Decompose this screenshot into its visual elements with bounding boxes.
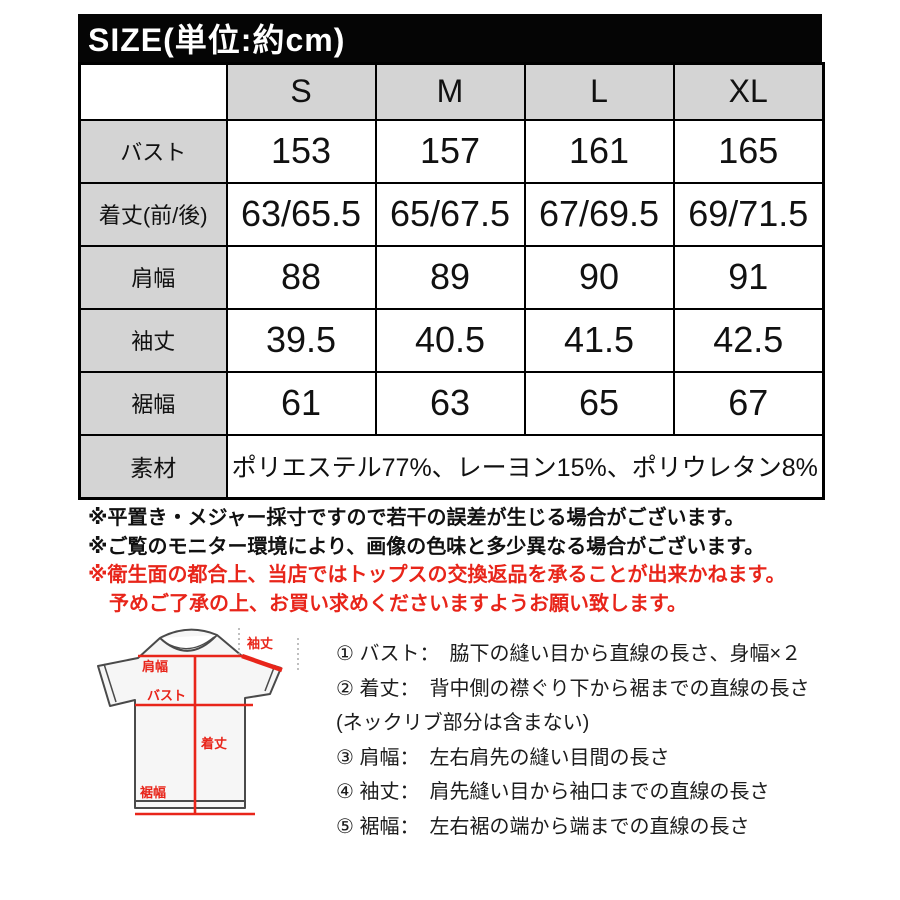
legend-item-length-note: (ネックリブ部分は含まない) <box>336 712 590 734</box>
size-table: S M L XL バスト 153 157 161 165 着丈(前/後) 63/… <box>78 62 825 500</box>
column-header-l: L <box>523 62 675 121</box>
legend-item-hem: ⑤ 裾幅： 左右裾の端から端までの直線の長さ <box>336 815 750 838</box>
body-length-label: 着丈 <box>200 736 227 751</box>
measurement-value: 65/67.5 <box>374 181 526 247</box>
measurement-value: 153 <box>225 118 377 184</box>
measurement-value: 41.5 <box>523 307 675 373</box>
tshirt-measurement-svg: 肩幅 袖丈 バスト 着丈 裾幅 <box>97 628 299 816</box>
measurement-label: 袖丈 <box>78 307 228 373</box>
material-label: 素材 <box>78 433 228 500</box>
sleeve-length-line <box>241 653 283 673</box>
legend-item-sleeve: ④ 袖丈： 肩先縫い目から袖口までの直線の長さ <box>336 781 770 803</box>
measurement-value: 63 <box>374 370 526 436</box>
measurement-value: 91 <box>672 244 825 310</box>
hem-width-label: 裾幅 <box>140 785 166 800</box>
measurement-value: 63/65.5 <box>225 181 377 247</box>
note-no-return: ※衛生面の都合上、当店ではトップスの交換返品を承ることが出来かねます。 <box>88 564 786 586</box>
measurement-label: 着丈(前/後) <box>78 181 228 247</box>
note-monitor: ※ご覧のモニター環境により、画像の色味と多少異なる場合がございます。 <box>88 535 765 558</box>
measurement-value: 65 <box>523 370 675 436</box>
size-title-bar: SIZE(単位:約cm) <box>78 14 822 62</box>
note-measurement: ※平置き・メジャー採寸ですので若干の誤差が生じる場合がございます。 <box>88 507 745 529</box>
corner-cell <box>78 62 228 121</box>
column-header-s: S <box>225 62 377 121</box>
shoulder-width-label: 肩幅 <box>142 659 168 674</box>
column-header-xl: XL <box>672 62 825 121</box>
legend-item-length: ② 着丈： 背中側の襟ぐり下から裾までの直線の長さ <box>336 677 810 700</box>
notes-block: ※平置き・メジャー採寸ですので若干の誤差が生じる場合がございます。 ※ご覧のモニ… <box>88 504 785 618</box>
measurement-value: 40.5 <box>374 307 526 373</box>
column-header-m: M <box>374 62 526 121</box>
measurement-value: 161 <box>523 118 675 184</box>
table-row-material: 素材 ポリエステル77%、レーヨン15%、ポリウレタン8% <box>78 433 825 500</box>
measurement-value: 165 <box>672 118 825 184</box>
sleeve-length-label: 袖丈 <box>247 636 273 651</box>
table-row-hem: 裾幅 61 63 65 67 <box>78 370 825 436</box>
size-title: SIZE(単位:約cm) <box>88 22 346 58</box>
measurement-value: 39.5 <box>225 307 377 373</box>
legend-item-shoulder: ③ 肩幅： 左右肩先の縫い目間の長さ <box>336 746 670 769</box>
measurement-value: 90 <box>523 244 675 310</box>
tshirt-outline <box>97 628 282 809</box>
measurement-value: 157 <box>374 118 526 184</box>
tshirt-diagram: 肩幅 袖丈 バスト 着丈 裾幅 <box>85 618 335 828</box>
table-row-sleeve: 袖丈 39.5 40.5 41.5 42.5 <box>78 307 825 373</box>
size-header-row: S M L XL <box>78 62 825 121</box>
measurement-value: 69/71.5 <box>672 181 825 247</box>
table-row-bust: バスト 153 157 161 165 <box>78 118 825 184</box>
measurement-label: 裾幅 <box>78 370 228 436</box>
measurement-value: 42.5 <box>672 307 825 373</box>
bust-label: バスト <box>147 688 186 703</box>
measurement-value: 88 <box>225 244 377 310</box>
measurement-label: 肩幅 <box>78 244 228 310</box>
left-cuff-band <box>103 663 117 703</box>
measurement-value: 67/69.5 <box>523 181 675 247</box>
measurement-label: バスト <box>78 118 228 184</box>
legend-item-bust: ① バスト： 脇下の縫い目から直線の長さ、身幅×２ <box>336 643 802 665</box>
table-row-length: 着丈(前/後) 63/65.5 65/67.5 67/69.5 69/71.5 <box>78 181 825 247</box>
collar-rib-line <box>162 636 215 650</box>
measurement-legend: ① バスト： 脇下の縫い目から直線の長さ、身幅×２ ② 着丈： 背中側の襟ぐり下… <box>336 637 810 844</box>
material-value: ポリエステル77%、レーヨン15%、ポリウレタン8% <box>225 433 825 500</box>
measurement-value: 61 <box>225 370 377 436</box>
measurement-value: 67 <box>672 370 825 436</box>
table-row-shoulder: 肩幅 88 89 90 91 <box>78 244 825 310</box>
note-no-return-2: 予めご了承の上、お買い求めくださいますようお願い致します。 <box>109 592 687 615</box>
measurement-value: 89 <box>374 244 526 310</box>
